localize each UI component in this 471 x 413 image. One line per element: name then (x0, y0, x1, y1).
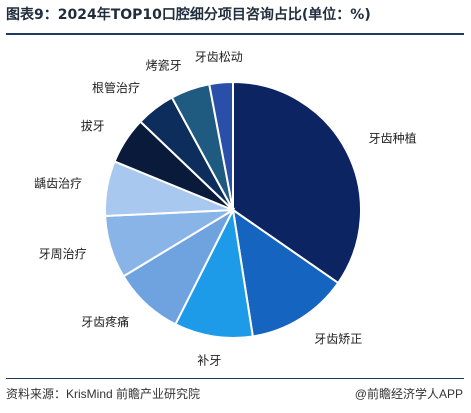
slice-label-8: 根管治疗 (92, 80, 140, 95)
pie-slice-1 (232, 80, 362, 285)
source-note: 资料来源：KrisMind 前瞻产业研究院 (6, 387, 201, 401)
credit-note: @前瞻经济学人APP (354, 387, 463, 401)
pie-slice-3 (174, 206, 254, 339)
slice-label-1: 牙齿种植 (369, 131, 417, 146)
chart-title: 图表9：2024年TOP10口腔细分项目咨询占比(单位：%) (6, 7, 371, 23)
slice-label-3: 补牙 (197, 354, 221, 368)
pie-slice-2 (231, 207, 340, 338)
pie-slice-10 (208, 80, 234, 211)
slice-label-7: 拔牙 (81, 118, 105, 133)
slice-label-4: 牙齿疼痛 (81, 314, 129, 329)
title-divider (6, 33, 464, 35)
slice-label-10: 牙齿松动 (195, 50, 243, 64)
slice-label-6: 龋齿治疗 (34, 176, 82, 191)
slice-label-5: 牙周治疗 (39, 247, 87, 261)
footer-divider (6, 378, 464, 379)
pie-slices (104, 80, 362, 339)
slice-label-9: 烤瓷牙 (146, 57, 182, 72)
slice-label-2: 牙齿矫正 (314, 331, 362, 346)
